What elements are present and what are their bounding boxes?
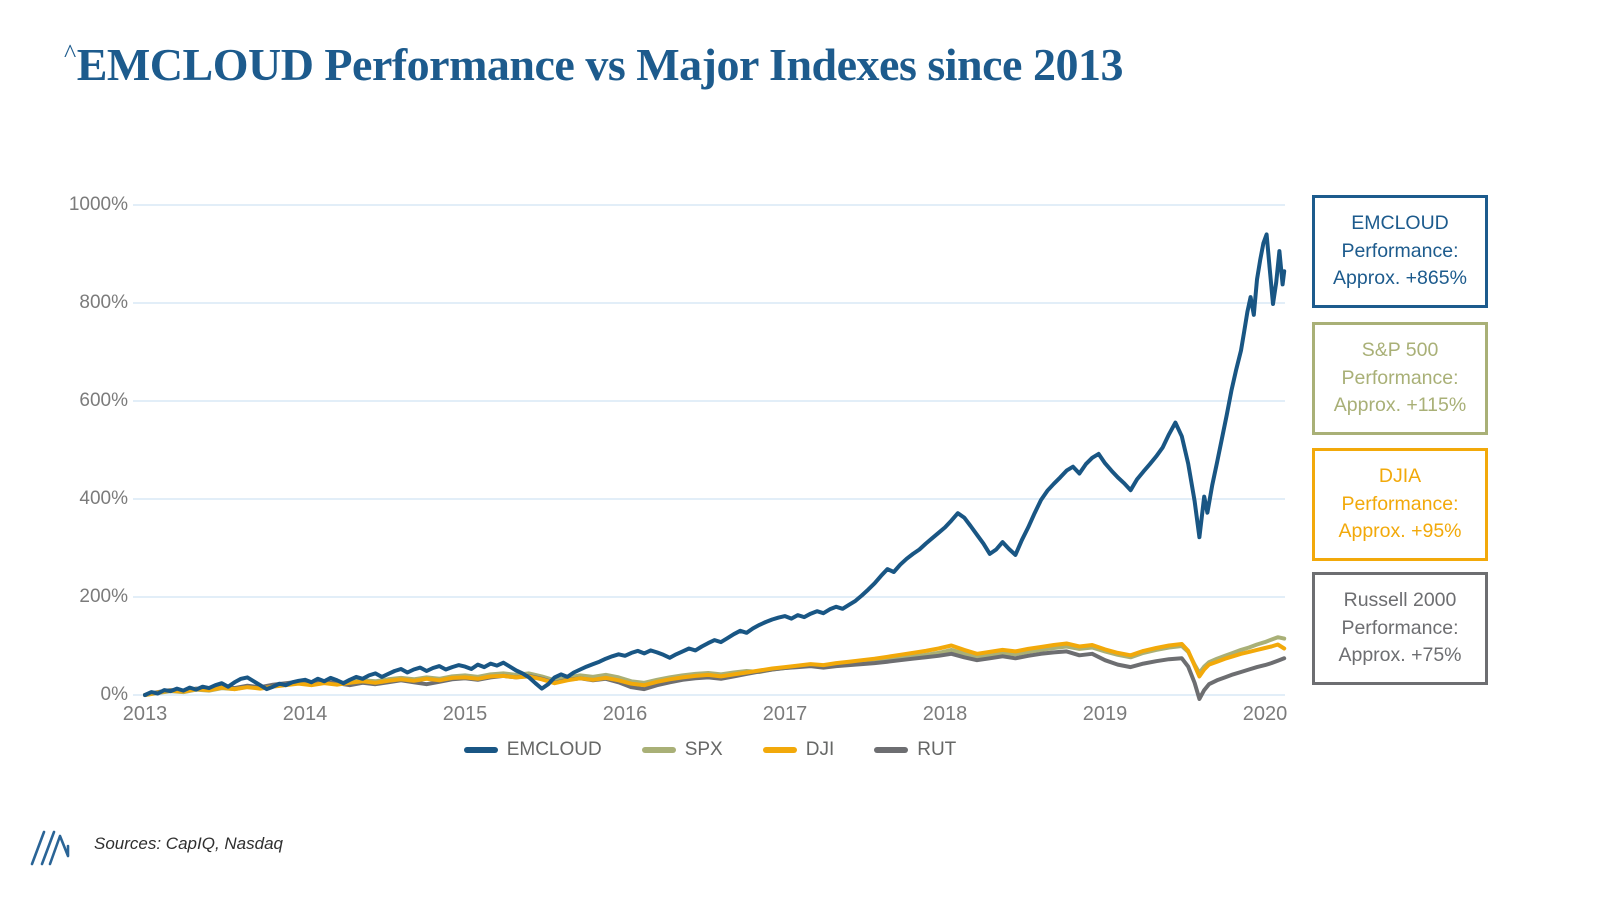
chart-legend: EMCLOUD SPX DJI RUT	[135, 739, 1285, 761]
x-tick-2013: 2013	[122, 703, 168, 725]
y-tick-0%: 0%	[100, 684, 128, 705]
callout-text: S&P 500 Performance: Approx. +115%	[1334, 337, 1466, 420]
legend-item-dji: DJI	[762, 739, 835, 761]
callout-text: Russell 2000 Performance: Approx. +75%	[1338, 587, 1461, 670]
x-tick-2020: 2020	[1242, 703, 1288, 725]
legend-swatch-dji	[762, 747, 797, 753]
callout-line: S&P 500	[1361, 338, 1439, 361]
legend-label-dji: DJI	[805, 739, 835, 760]
callout-line: Performance:	[1341, 366, 1459, 389]
bvp-logo	[30, 830, 70, 866]
legend-swatch-rut	[874, 747, 909, 753]
legend-label-rut: RUT	[917, 739, 957, 760]
callout-line: Approx. +95%	[1338, 520, 1462, 543]
legend-item-rut: RUT	[874, 739, 956, 761]
x-tick-2018: 2018	[922, 703, 968, 725]
y-tick-600%: 600%	[79, 390, 128, 411]
page-title: ^EMCLOUD Performance vs Major Indexes si…	[64, 38, 1484, 91]
sources-note: Sources: CapIQ, Nasdaq	[94, 834, 283, 853]
title-caret: ^	[64, 39, 76, 68]
legend-label-spx: SPX	[684, 739, 723, 760]
legend-label-emcloud: EMCLOUD	[506, 739, 602, 760]
callout-text: DJIA Performance: Approx. +95%	[1338, 463, 1461, 546]
x-tick-2017: 2017	[762, 703, 808, 725]
x-tick-2014: 2014	[282, 703, 328, 725]
x-tick-2019: 2019	[1082, 703, 1128, 725]
series-line-emcloud	[143, 232, 1287, 697]
callout-box-russell-2000: Russell 2000 Performance: Approx. +75%	[1312, 572, 1488, 685]
callout-line: Approx. +75%	[1338, 644, 1462, 667]
legend-swatch-spx	[641, 747, 676, 753]
callout-line: Performance:	[1341, 616, 1459, 639]
callout-line: Approx. +865%	[1333, 267, 1467, 290]
y-tick-1000%: 1000%	[68, 194, 128, 215]
callout-line: Performance:	[1341, 492, 1459, 515]
callout-text: EMCLOUD Performance: Approx. +865%	[1333, 210, 1467, 293]
legend-item-emcloud: EMCLOUD	[463, 739, 602, 761]
legend-item-spx: SPX	[641, 739, 723, 761]
y-tick-800%: 800%	[79, 292, 128, 313]
callout-box-emcloud: EMCLOUD Performance: Approx. +865%	[1312, 195, 1488, 308]
callout-line: Performance:	[1341, 239, 1459, 262]
y-tick-200%: 200%	[79, 586, 128, 607]
footer: Sources: CapIQ, Nasdaq	[28, 818, 283, 870]
series-line-dji	[143, 641, 1287, 697]
callout-line: Approx. +115%	[1333, 394, 1467, 417]
callout-line: Russell 2000	[1343, 588, 1457, 611]
title-text: EMCLOUD Performance vs Major Indexes sin…	[76, 39, 1124, 90]
callout-line: DJIA	[1378, 464, 1422, 487]
x-tick-2015: 2015	[442, 703, 488, 725]
callout-box-djia: DJIA Performance: Approx. +95%	[1312, 448, 1488, 561]
x-tick-2016: 2016	[602, 703, 648, 725]
callout-box-s-p-500: S&P 500 Performance: Approx. +115%	[1312, 322, 1488, 435]
legend-swatch-emcloud	[463, 747, 498, 753]
y-tick-400%: 400%	[79, 488, 128, 509]
callout-line: EMCLOUD	[1351, 211, 1449, 234]
